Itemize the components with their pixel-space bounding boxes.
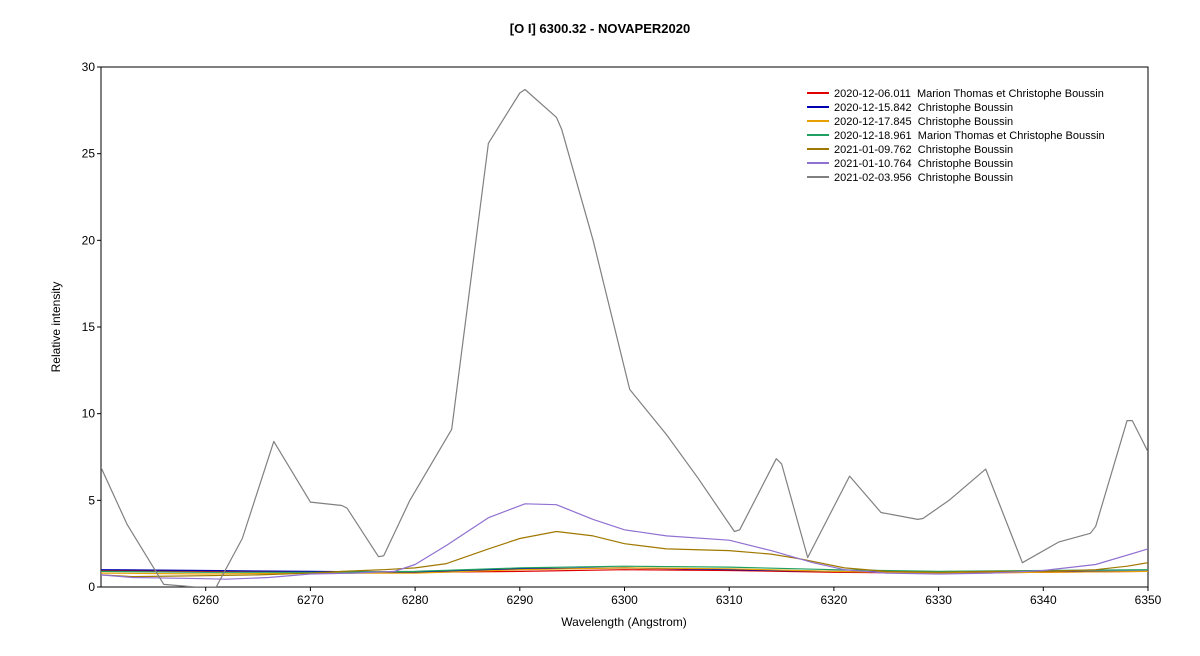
y-tick-label: 0 [88, 580, 95, 594]
x-axis-label: Wavelength (Angstrom) [561, 615, 687, 629]
series-line-7 [101, 88, 1148, 587]
x-tick-label: 6290 [506, 593, 533, 607]
chart-title: [O I] 6300.32 - NOVAPER2020 [510, 21, 690, 36]
legend-entry: 2020-12-17.845 Christophe Boussin [834, 116, 1013, 128]
plot-area [100, 66, 1149, 588]
legend-entry: 2021-02-03.956 Christophe Boussin [834, 172, 1013, 184]
y-tick-label: 5 [88, 493, 95, 507]
x-tick-label: 6320 [821, 593, 848, 607]
legend-entry: 2020-12-06.011 Marion Thomas et Christop… [834, 88, 1104, 100]
x-tick-label: 6330 [925, 593, 952, 607]
y-tick-label: 30 [82, 60, 96, 74]
x-tick-label: 6300 [611, 593, 638, 607]
legend-entry: 2020-12-18.961 Marion Thomas et Christop… [834, 130, 1105, 142]
x-axis-ticks: 6260 6270 6280 6290 6300 6310 6320 6330 6340 6350 [192, 587, 1162, 607]
series-layer [101, 88, 1148, 587]
x-tick-label: 6310 [716, 593, 743, 607]
x-tick-label: 6270 [297, 593, 324, 607]
series-line-6 [101, 503, 1148, 580]
series-line-5 [101, 530, 1148, 578]
x-tick-label: 6340 [1030, 593, 1057, 607]
legend: 2020-12-06.011 Marion Thomas et Christop… [807, 88, 1105, 184]
y-axis-ticks: 0 5 10 15 20 25 30 [82, 60, 101, 594]
y-tick-label: 10 [82, 407, 96, 421]
legend-entry: 2020-12-15.842 Christophe Boussin [834, 102, 1013, 114]
x-tick-label: 6280 [402, 593, 429, 607]
y-tick-label: 15 [82, 320, 96, 334]
y-tick-label: 20 [82, 233, 96, 247]
x-tick-label: 6260 [192, 593, 219, 607]
legend-entry: 2021-01-10.764 Christophe Boussin [834, 158, 1013, 170]
y-tick-label: 25 [82, 147, 96, 161]
x-tick-label: 6350 [1135, 593, 1162, 607]
y-axis-label: Relative intensity [49, 282, 63, 373]
legend-entry: 2021-01-09.762 Christophe Boussin [834, 144, 1013, 156]
